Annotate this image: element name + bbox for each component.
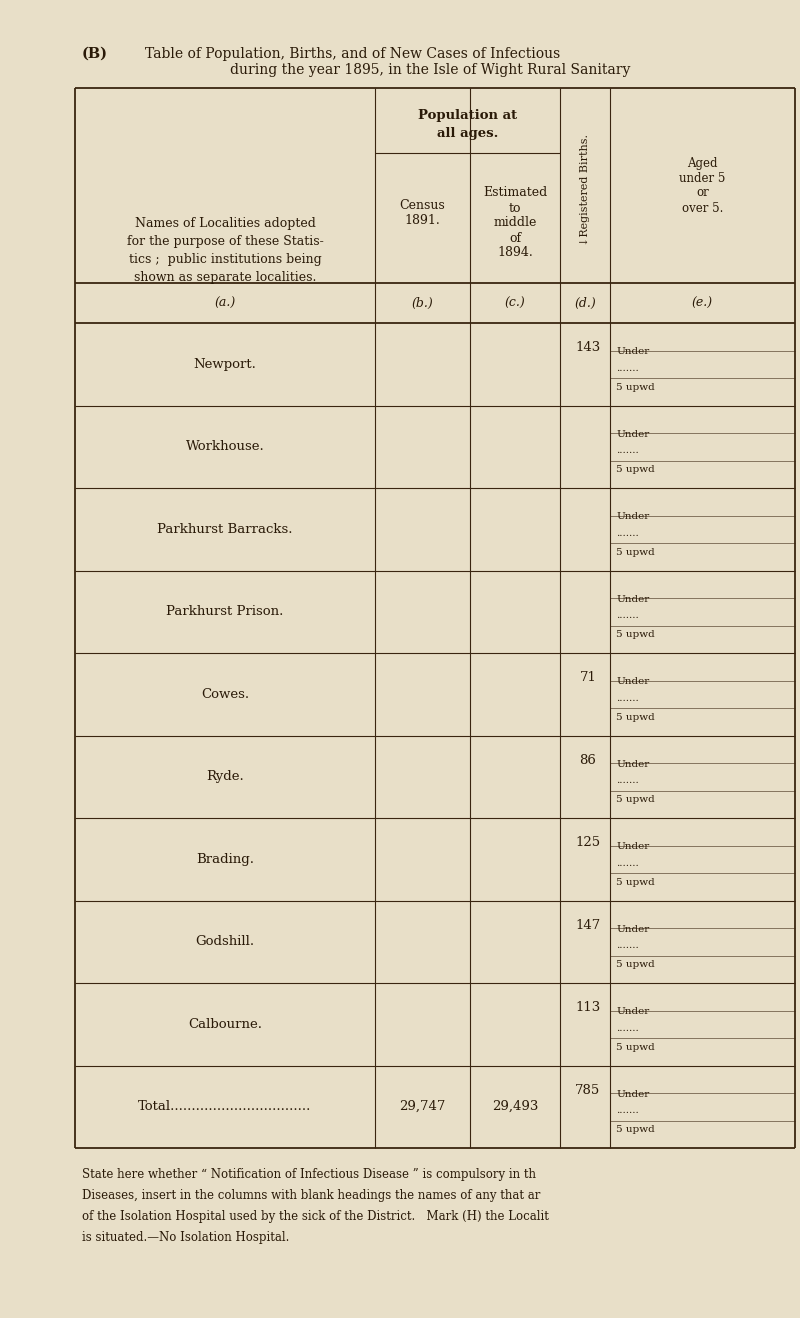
Text: for the purpose of these Statis-: for the purpose of these Statis- <box>126 235 323 248</box>
Text: Under: Under <box>616 842 650 851</box>
Text: (e.): (e.) <box>692 297 713 310</box>
Text: Newport.: Newport. <box>194 357 257 370</box>
Text: .......: ....... <box>616 859 638 867</box>
Text: .......: ....... <box>616 1024 638 1033</box>
Text: 785: 785 <box>575 1083 601 1097</box>
Text: 5 upwd: 5 upwd <box>616 1126 654 1135</box>
Text: .......: ....... <box>616 1106 638 1115</box>
Text: 5 upwd: 5 upwd <box>616 548 654 556</box>
Text: Total.................................: Total................................. <box>138 1101 312 1114</box>
Text: 125: 125 <box>575 836 601 849</box>
Text: during the year 1895, in the Isle of Wight Rural Sanitary: during the year 1895, in the Isle of Wig… <box>230 63 630 76</box>
Text: Godshill.: Godshill. <box>195 936 254 948</box>
Text: Workhouse.: Workhouse. <box>186 440 264 453</box>
Text: .......: ....... <box>616 941 638 950</box>
Text: Under: Under <box>616 430 650 439</box>
Text: 5 upwd: 5 upwd <box>616 1043 654 1052</box>
Text: 143: 143 <box>575 341 601 355</box>
Text: all ages.: all ages. <box>437 128 498 141</box>
Text: Under: Under <box>616 594 650 604</box>
Text: 71: 71 <box>579 671 597 684</box>
Text: (d.): (d.) <box>574 297 596 310</box>
Text: .......: ....... <box>616 364 638 373</box>
Text: Under: Under <box>616 925 650 934</box>
Text: 5 upwd: 5 upwd <box>616 713 654 722</box>
Text: Under: Under <box>616 1007 650 1016</box>
Text: Cowes.: Cowes. <box>201 688 249 701</box>
Text: (a.): (a.) <box>214 297 236 310</box>
Text: .......: ....... <box>616 693 638 702</box>
Text: Names of Localities adopted: Names of Localities adopted <box>134 216 315 229</box>
Text: Diseases, insert in the columns with blank headings the names of any that ar: Diseases, insert in the columns with bla… <box>82 1189 540 1202</box>
Text: .......: ....... <box>616 529 638 538</box>
Text: Ryde.: Ryde. <box>206 770 244 783</box>
Text: Under: Under <box>616 760 650 768</box>
Text: .......: ....... <box>616 776 638 786</box>
Text: State here whether “ Notification of Infectious Disease ” is compulsory in th: State here whether “ Notification of Inf… <box>82 1168 536 1181</box>
Text: ↓Registered Births.: ↓Registered Births. <box>580 134 590 246</box>
Text: 29,747: 29,747 <box>399 1101 446 1114</box>
Text: 5 upwd: 5 upwd <box>616 961 654 969</box>
Text: Census
1891.: Census 1891. <box>400 199 446 227</box>
Text: 5 upwd: 5 upwd <box>616 382 654 391</box>
Text: Under: Under <box>616 513 650 522</box>
Text: of the Isolation Hospital used by the sick of the District.   Mark (H) the Local: of the Isolation Hospital used by the si… <box>82 1210 549 1223</box>
Text: (B): (B) <box>82 47 108 61</box>
Text: Table of Population, Births, and of New Cases of Infectious: Table of Population, Births, and of New … <box>145 47 560 61</box>
Text: Calbourne.: Calbourne. <box>188 1017 262 1031</box>
Text: 5 upwd: 5 upwd <box>616 465 654 474</box>
Text: shown as separate localities.: shown as separate localities. <box>134 270 316 283</box>
Text: (b.): (b.) <box>412 297 434 310</box>
Text: Brading.: Brading. <box>196 853 254 866</box>
Text: 86: 86 <box>579 754 597 767</box>
Text: 29,493: 29,493 <box>492 1101 538 1114</box>
Text: 147: 147 <box>575 919 601 932</box>
Text: Population at: Population at <box>418 109 517 123</box>
Text: tics ;  public institutions being: tics ; public institutions being <box>129 253 322 265</box>
Text: 5 upwd: 5 upwd <box>616 878 654 887</box>
Text: Estimated
to
middle
of
1894.: Estimated to middle of 1894. <box>483 187 547 260</box>
Text: Under: Under <box>616 677 650 687</box>
Text: 113: 113 <box>575 1002 601 1015</box>
Text: .......: ....... <box>616 447 638 456</box>
Text: is situated.—No Isolation Hospital.: is situated.—No Isolation Hospital. <box>82 1231 290 1244</box>
Text: Under: Under <box>616 348 650 356</box>
Text: 5 upwd: 5 upwd <box>616 795 654 804</box>
Text: .......: ....... <box>616 612 638 621</box>
Text: Parkhurst Barracks.: Parkhurst Barracks. <box>158 523 293 535</box>
Text: 5 upwd: 5 upwd <box>616 630 654 639</box>
Text: (c.): (c.) <box>505 297 526 310</box>
Text: Under: Under <box>616 1090 650 1099</box>
Text: Aged
under 5
or
over 5.: Aged under 5 or over 5. <box>679 157 726 215</box>
Text: Parkhurst Prison.: Parkhurst Prison. <box>166 605 284 618</box>
